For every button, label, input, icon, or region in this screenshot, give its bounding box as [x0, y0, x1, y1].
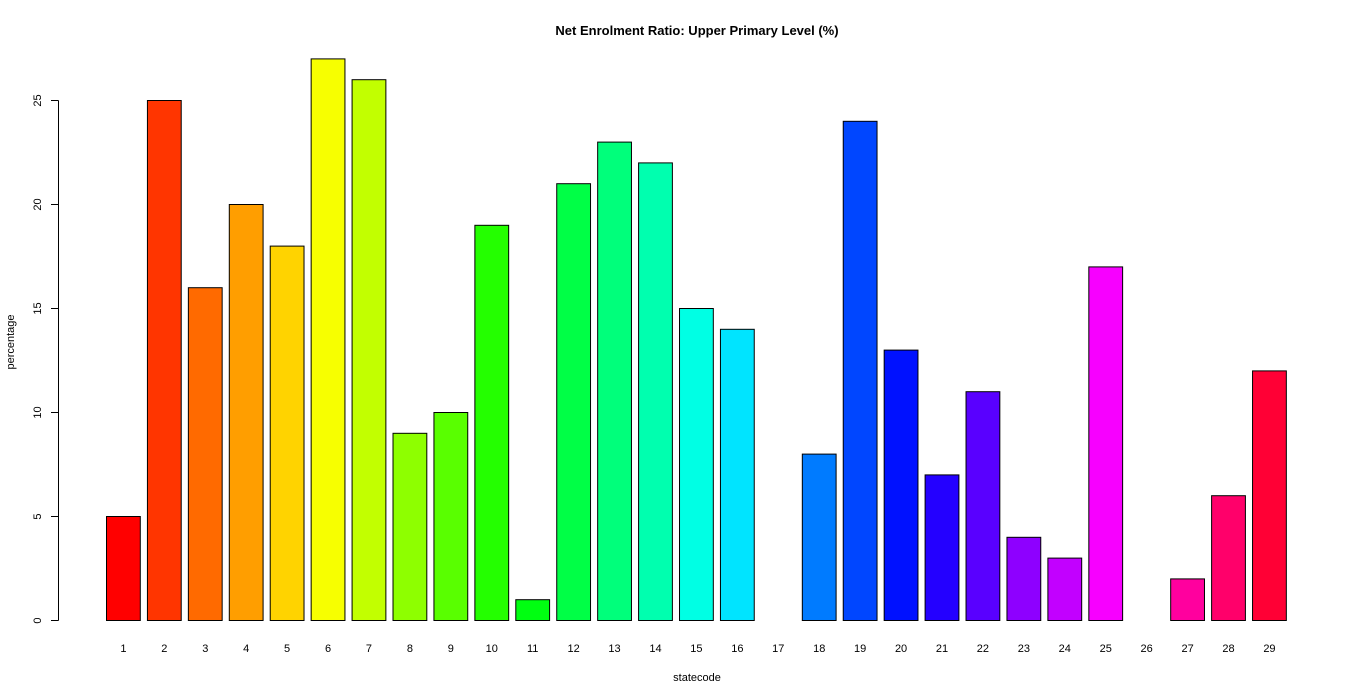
- x-tick-labels: 1 2 3 4 5 6 7 8 9 10 11 12 13 14 15 16 17 18 19 20 21 22 23 24 2…: [120, 643, 1275, 655]
- x-tick-label-23: 23: [1018, 643, 1030, 655]
- x-tick-label-9: 9: [448, 643, 454, 655]
- bar-18: [801, 453, 837, 621]
- y-tick-label: 25: [32, 94, 44, 106]
- y-axis: 0 5 10 15 20 25: [32, 94, 59, 624]
- bar-3: [187, 287, 223, 621]
- x-tick-label-1: 1: [120, 643, 126, 655]
- y-tick-label: 20: [32, 198, 44, 210]
- bar-29: [1252, 370, 1287, 621]
- bar-13: [597, 141, 632, 621]
- x-tick-label-6: 6: [325, 643, 331, 655]
- bar-11: [515, 599, 551, 622]
- bar-2: [146, 100, 182, 621]
- bar-4: [228, 204, 264, 621]
- x-tick-label-20: 20: [895, 643, 907, 655]
- bar-21: [924, 474, 960, 621]
- bar-16: [719, 328, 755, 621]
- bar-22: [965, 391, 1001, 622]
- x-tick-label-22: 22: [977, 643, 989, 655]
- y-tick-label: 5: [32, 513, 44, 519]
- bar-25: [1088, 266, 1124, 621]
- bar-8: [392, 432, 428, 621]
- x-tick-label-29: 29: [1263, 643, 1275, 655]
- x-tick-label-18: 18: [813, 643, 825, 655]
- bar-7: [351, 79, 387, 621]
- bar-10: [474, 224, 510, 622]
- x-tick-label-27: 27: [1181, 643, 1193, 655]
- x-tick-label-15: 15: [690, 643, 702, 655]
- y-axis-label: percentage: [5, 314, 17, 369]
- x-axis-label: statecode: [673, 672, 721, 684]
- y-tick-label: 0: [32, 617, 44, 623]
- bar-1: [106, 516, 141, 621]
- x-tick-label-2: 2: [161, 643, 167, 655]
- bar-14: [638, 162, 673, 621]
- x-tick-label-11: 11: [527, 643, 538, 655]
- x-tick-label-21: 21: [936, 643, 948, 655]
- x-tick-label-24: 24: [1059, 643, 1071, 655]
- bar-19: [842, 120, 878, 622]
- bar-6: [310, 58, 346, 621]
- bar-9: [433, 412, 469, 621]
- chart-title: Net Enrolment Ratio: Upper Primary Level…: [555, 23, 838, 38]
- x-tick-label-12: 12: [568, 643, 580, 655]
- x-tick-label-10: 10: [486, 643, 498, 655]
- bar-20: [883, 349, 919, 621]
- x-tick-label-14: 14: [649, 643, 661, 655]
- bar-15: [679, 308, 714, 621]
- bar-27: [1170, 578, 1205, 622]
- bars: [106, 58, 1287, 622]
- x-tick-label-17: 17: [772, 643, 784, 655]
- bar-24: [1047, 557, 1083, 621]
- bar-5: [269, 245, 305, 621]
- x-tick-label-13: 13: [608, 643, 620, 655]
- x-tick-label-3: 3: [202, 643, 208, 655]
- x-tick-label-25: 25: [1100, 643, 1112, 655]
- bar-12: [556, 183, 592, 621]
- x-tick-label-26: 26: [1141, 643, 1153, 655]
- x-tick-label-8: 8: [407, 643, 413, 655]
- x-tick-label-28: 28: [1222, 643, 1234, 655]
- bar-28: [1211, 495, 1246, 622]
- y-tick-label: 10: [32, 406, 44, 418]
- x-tick-label-19: 19: [854, 643, 866, 655]
- y-tick-label: 15: [32, 302, 44, 314]
- x-tick-label-5: 5: [284, 643, 290, 655]
- x-tick-label-7: 7: [366, 643, 372, 655]
- x-tick-label-16: 16: [731, 643, 743, 655]
- x-tick-label-4: 4: [243, 643, 249, 655]
- bar-23: [1006, 536, 1042, 621]
